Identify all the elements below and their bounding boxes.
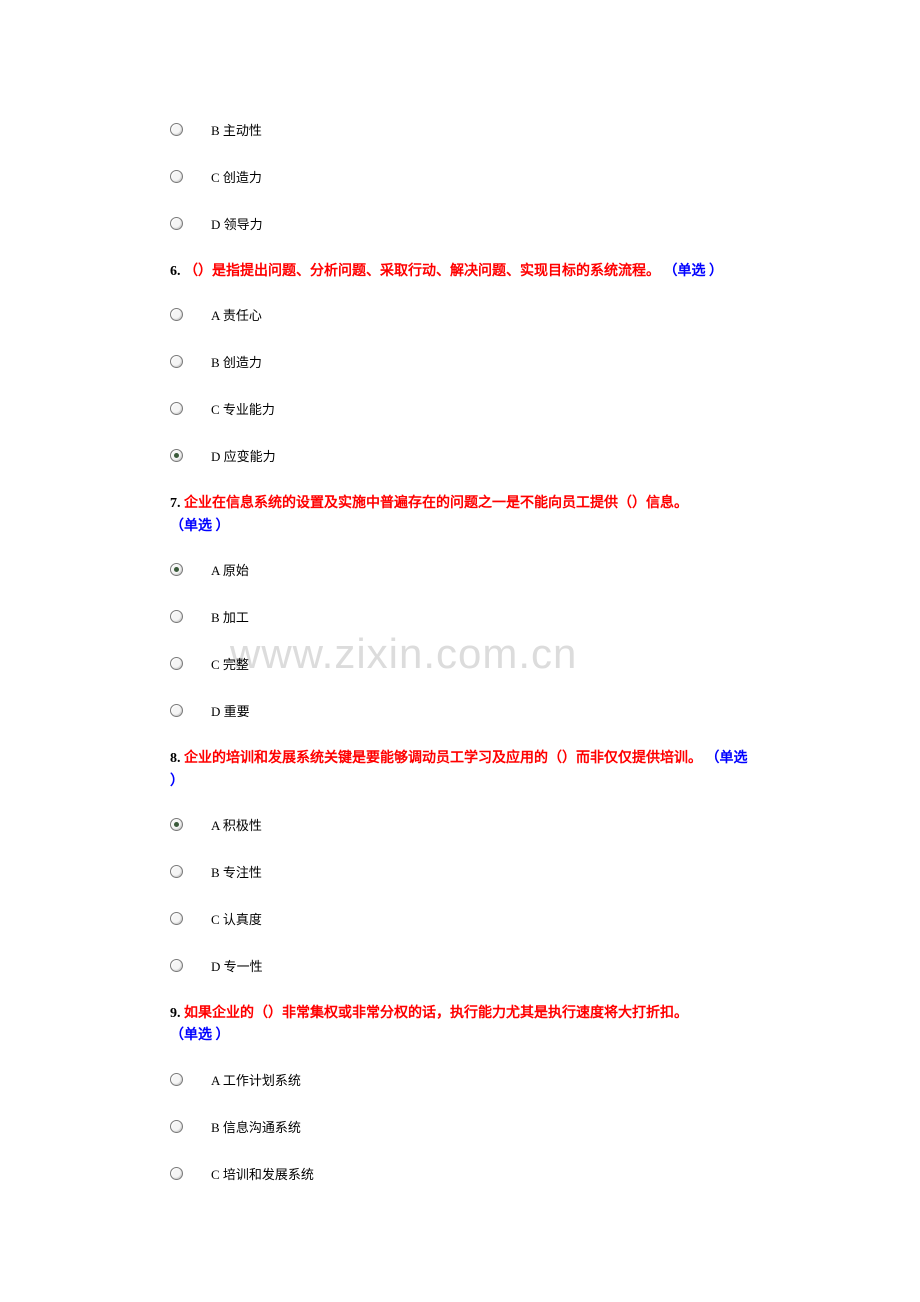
option-label: A 原始 [211, 560, 249, 579]
option-row: A 责任心 [170, 305, 750, 324]
option-row: C 创造力 [170, 167, 750, 186]
option-row: C 认真度 [170, 909, 750, 928]
question-number: 6. [170, 264, 184, 279]
radio-button[interactable] [170, 818, 183, 831]
question-type: （单选 ） [664, 264, 724, 279]
option-label: D 重要 [211, 701, 250, 720]
option-row: C 完整 [170, 654, 750, 673]
option-label: B 主动性 [211, 120, 262, 139]
radio-button[interactable] [170, 355, 183, 368]
option-label: B 信息沟通系统 [211, 1117, 301, 1136]
radio-button[interactable] [170, 959, 183, 972]
question-text: （）是指提出问题、分析问题、采取行动、解决问题、实现目标的系统流程。 [184, 264, 660, 279]
option-row: C 培训和发展系统 [170, 1164, 750, 1183]
radio-button[interactable] [170, 170, 183, 183]
option-label: B 专注性 [211, 862, 262, 881]
option-row: A 工作计划系统 [170, 1070, 750, 1089]
radio-button[interactable] [170, 1167, 183, 1180]
quiz-content: B 主动性 C 创造力 D 领导力 6. （）是指提出问题、分析问题、采取行动、… [170, 120, 750, 1183]
option-label: C 培训和发展系统 [211, 1164, 314, 1183]
option-label: C 完整 [211, 654, 249, 673]
question-text: 如果企业的（）非常集权或非常分权的话，执行能力尤其是执行速度将大打折扣。 [184, 1006, 688, 1021]
option-row: B 专注性 [170, 862, 750, 881]
orphan-options-group: B 主动性 C 创造力 D 领导力 [170, 120, 750, 233]
option-label: C 专业能力 [211, 399, 275, 418]
question-text: 企业在信息系统的设置及实施中普遍存在的问题之一是不能向员工提供（）信息。 [184, 496, 688, 511]
option-label: A 积极性 [211, 815, 262, 834]
option-row: D 领导力 [170, 214, 750, 233]
radio-button[interactable] [170, 449, 183, 462]
option-row: B 主动性 [170, 120, 750, 139]
option-row: D 应变能力 [170, 446, 750, 465]
radio-button[interactable] [170, 704, 183, 717]
option-label: B 创造力 [211, 352, 262, 371]
option-label: A 工作计划系统 [211, 1070, 301, 1089]
option-label: A 责任心 [211, 305, 262, 324]
radio-button[interactable] [170, 1073, 183, 1086]
option-label: D 领导力 [211, 214, 263, 233]
option-row: C 专业能力 [170, 399, 750, 418]
option-label: D 应变能力 [211, 446, 276, 465]
option-row: D 重要 [170, 701, 750, 720]
question-type: （单选 ） [170, 519, 230, 534]
question-9: 9. 如果企业的（）非常集权或非常分权的话，执行能力尤其是执行速度将大打折扣。 … [170, 1003, 750, 1048]
radio-button[interactable] [170, 912, 183, 925]
radio-button[interactable] [170, 308, 183, 321]
question-number: 9. [170, 1006, 184, 1021]
question-type: （单选 ） [170, 1028, 230, 1043]
option-row: B 加工 [170, 607, 750, 626]
option-row: A 原始 [170, 560, 750, 579]
option-row: B 信息沟通系统 [170, 1117, 750, 1136]
option-row: B 创造力 [170, 352, 750, 371]
radio-button[interactable] [170, 865, 183, 878]
question-8: 8. 企业的培训和发展系统关键是要能够调动员工学习及应用的（）而非仅仅提供培训。… [170, 748, 750, 793]
question-number: 7. [170, 496, 184, 511]
question-7: 7. 企业在信息系统的设置及实施中普遍存在的问题之一是不能向员工提供（）信息。 … [170, 493, 750, 538]
option-label: C 认真度 [211, 909, 262, 928]
radio-button[interactable] [170, 657, 183, 670]
radio-button[interactable] [170, 217, 183, 230]
radio-button[interactable] [170, 563, 183, 576]
radio-button[interactable] [170, 610, 183, 623]
radio-button[interactable] [170, 1120, 183, 1133]
option-label: C 创造力 [211, 167, 262, 186]
option-label: D 专一性 [211, 956, 263, 975]
question-6: 6. （）是指提出问题、分析问题、采取行动、解决问题、实现目标的系统流程。 （单… [170, 261, 750, 283]
question-number: 8. [170, 751, 184, 766]
radio-button[interactable] [170, 123, 183, 136]
question-text: 企业的培训和发展系统关键是要能够调动员工学习及应用的（）而非仅仅提供培训。 [184, 751, 702, 766]
option-row: A 积极性 [170, 815, 750, 834]
option-label: B 加工 [211, 607, 249, 626]
option-row: D 专一性 [170, 956, 750, 975]
radio-button[interactable] [170, 402, 183, 415]
